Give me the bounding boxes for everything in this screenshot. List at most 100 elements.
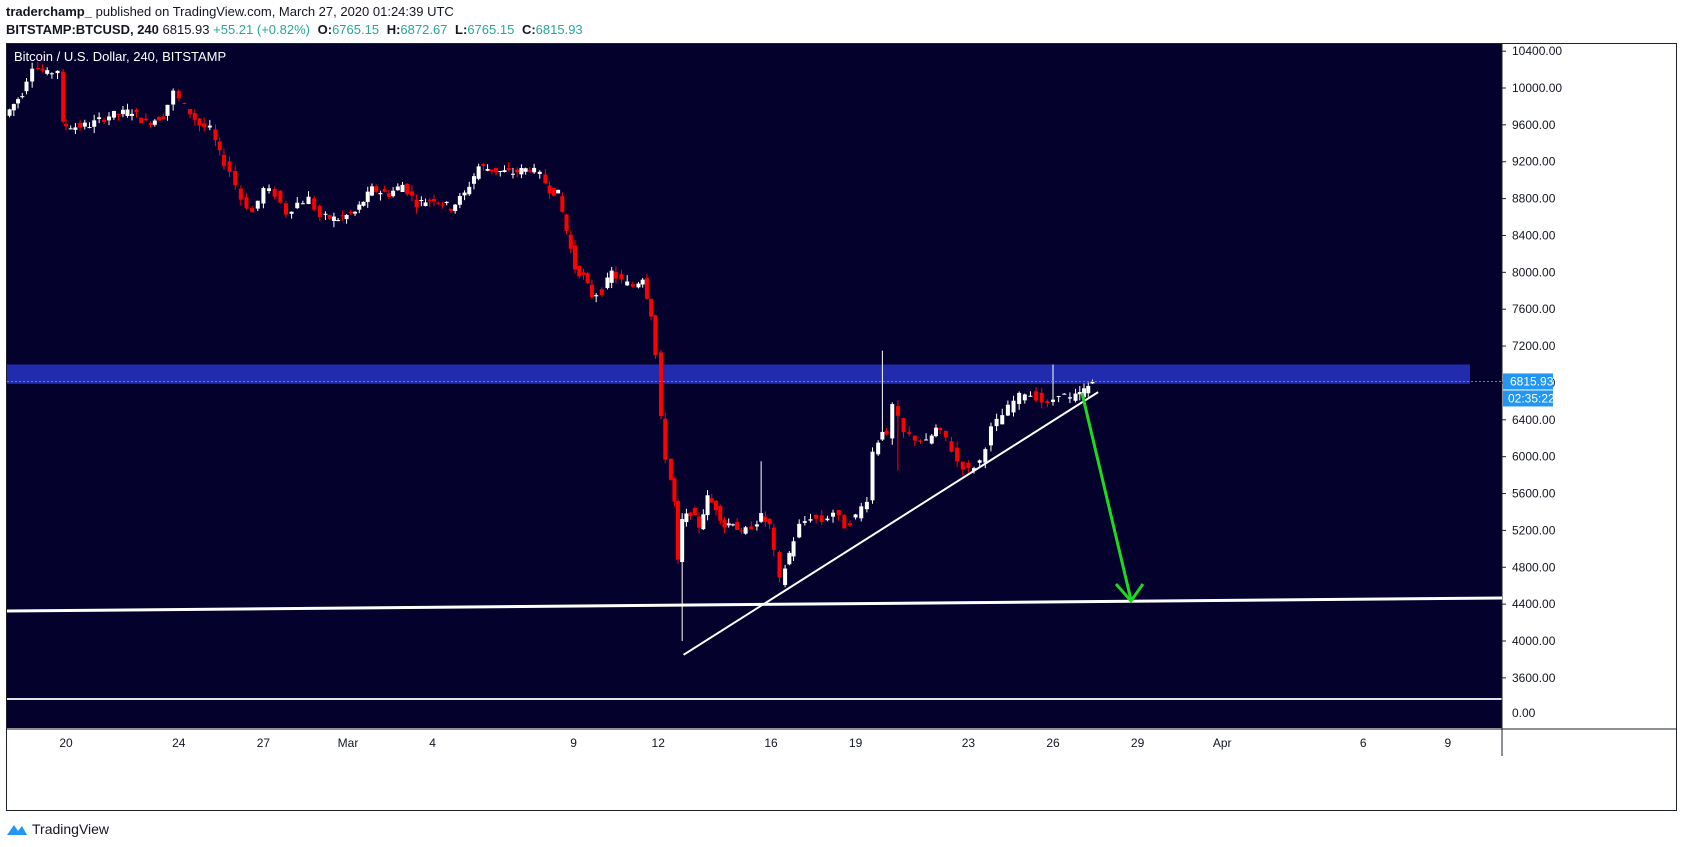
candle-up bbox=[125, 109, 130, 116]
candle-up bbox=[369, 186, 374, 196]
candle-down bbox=[836, 510, 841, 516]
open-value: 6765.15 bbox=[332, 22, 380, 37]
candle-up bbox=[684, 513, 689, 523]
x-tick-label: 20 bbox=[59, 736, 73, 750]
candle-up bbox=[880, 431, 885, 440]
x-tick-label: 26 bbox=[1046, 736, 1060, 750]
candle-up bbox=[300, 203, 305, 205]
candle-down bbox=[949, 441, 954, 452]
candle-down bbox=[814, 514, 819, 519]
candle-up bbox=[323, 213, 328, 215]
candle-up bbox=[640, 279, 645, 285]
candle-down bbox=[688, 512, 693, 517]
y-tick-label: 6400.00 bbox=[1512, 413, 1556, 427]
candle-down bbox=[749, 526, 754, 530]
candle-up bbox=[24, 81, 29, 92]
candle-up bbox=[344, 214, 349, 220]
candle-up bbox=[825, 518, 830, 521]
candle-down bbox=[312, 198, 317, 210]
candle-down bbox=[238, 188, 243, 200]
candle-up bbox=[107, 116, 112, 121]
candle-up bbox=[988, 426, 993, 446]
candle-up bbox=[1090, 381, 1095, 384]
candle-down bbox=[233, 170, 238, 186]
candle-up bbox=[605, 277, 610, 289]
x-tick-label: Apr bbox=[1213, 736, 1232, 750]
candle-down bbox=[436, 202, 441, 204]
candle-up bbox=[502, 170, 507, 173]
y-tick-label: 7600.00 bbox=[1512, 302, 1556, 316]
candle-up bbox=[152, 120, 157, 125]
candle-down bbox=[777, 551, 782, 578]
candle-down bbox=[386, 193, 391, 197]
y-tick-label: 6000.00 bbox=[1512, 450, 1556, 464]
x-tick-label: 16 bbox=[764, 736, 778, 750]
candle-up bbox=[870, 451, 875, 501]
candle-up bbox=[1062, 393, 1067, 395]
candle-down bbox=[440, 204, 445, 206]
candle-up bbox=[523, 168, 528, 172]
candle-down bbox=[714, 500, 719, 511]
candle-down bbox=[489, 169, 494, 172]
candle-down bbox=[767, 518, 772, 525]
price-change: +55.21 (+0.82%) bbox=[213, 22, 310, 37]
candle-down bbox=[35, 68, 40, 70]
candle-up bbox=[471, 176, 476, 184]
candle-down bbox=[61, 71, 66, 122]
candle-down bbox=[213, 129, 218, 141]
candle-up bbox=[92, 120, 97, 127]
candle-down bbox=[102, 119, 107, 122]
candle-up bbox=[391, 190, 396, 197]
candle-down bbox=[382, 189, 387, 192]
candle-up bbox=[510, 173, 515, 175]
published-text: published on TradingView.com, March 27, … bbox=[95, 4, 454, 19]
candle-up bbox=[791, 541, 796, 557]
candle-down bbox=[739, 530, 744, 532]
x-tick-label: 27 bbox=[257, 736, 271, 750]
candle-up bbox=[743, 527, 748, 534]
candle-up bbox=[68, 128, 73, 130]
candle-up bbox=[636, 283, 641, 288]
candle-up bbox=[289, 211, 294, 214]
candle-down bbox=[668, 458, 673, 480]
candle-up bbox=[1005, 404, 1010, 416]
symbol-label: BITSTAMP:BTCUSD, 240 bbox=[6, 22, 159, 37]
candle-down bbox=[709, 498, 714, 503]
candle-up bbox=[924, 439, 929, 441]
publication-line: traderchamp_ published on TradingView.co… bbox=[6, 4, 454, 20]
candle-up bbox=[625, 281, 630, 286]
countdown-tag bbox=[1503, 390, 1553, 407]
candle-down bbox=[448, 208, 453, 211]
candle-down bbox=[157, 116, 162, 121]
low-value: 6765.15 bbox=[467, 22, 515, 37]
candle-up bbox=[467, 186, 472, 195]
candle-down bbox=[847, 523, 852, 526]
y-tick-label: 5600.00 bbox=[1512, 487, 1556, 501]
candle-up bbox=[972, 468, 977, 471]
candle-up bbox=[594, 295, 599, 297]
x-tick-label: 9 bbox=[1444, 736, 1451, 750]
y-tick-label: 10400.00 bbox=[1512, 44, 1562, 58]
candle-up bbox=[853, 514, 858, 518]
candle-down bbox=[547, 185, 552, 194]
candle-up bbox=[532, 167, 537, 173]
resistance-zone bbox=[7, 364, 1470, 384]
candle-up bbox=[1028, 395, 1033, 397]
candle-up bbox=[419, 199, 424, 201]
y-tick-label: 7200.00 bbox=[1512, 339, 1556, 353]
candle-down bbox=[161, 116, 166, 120]
candle-down bbox=[581, 272, 586, 275]
candle-down bbox=[585, 273, 590, 283]
tradingview-footer[interactable]: TradingView bbox=[6, 818, 109, 840]
candle-down bbox=[901, 418, 906, 433]
candle-up bbox=[165, 104, 170, 116]
candle-up bbox=[726, 523, 731, 526]
candle-up bbox=[977, 460, 982, 463]
candle-up bbox=[400, 184, 405, 192]
candle-down bbox=[619, 274, 624, 280]
bearish-arrow-head bbox=[1114, 583, 1145, 604]
candle-up bbox=[808, 519, 813, 521]
candle-down bbox=[1039, 392, 1044, 403]
author-name[interactable]: traderchamp_ bbox=[6, 4, 92, 19]
